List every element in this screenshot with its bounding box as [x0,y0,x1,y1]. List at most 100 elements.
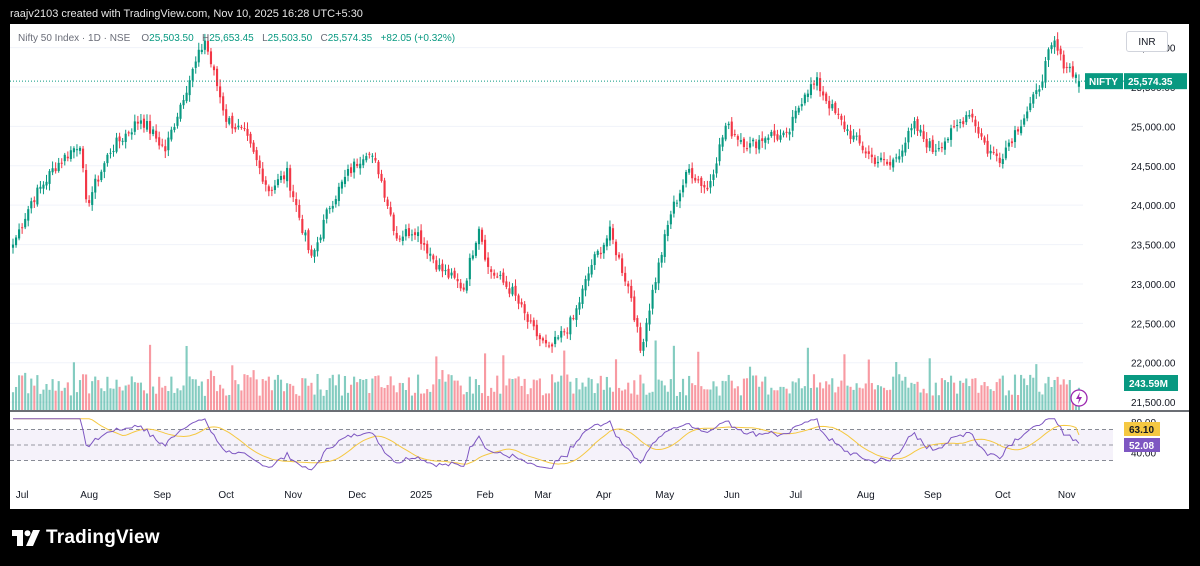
candle[interactable] [72,148,75,153]
candle[interactable] [48,171,51,184]
candle[interactable] [797,107,800,113]
candle[interactable] [502,272,505,283]
candle[interactable] [724,125,727,140]
candle[interactable] [444,270,447,272]
candle[interactable] [873,157,876,164]
candle[interactable] [258,160,261,169]
candle[interactable] [60,162,63,164]
candle[interactable] [480,229,484,242]
candle[interactable] [718,144,721,162]
candle[interactable] [194,61,197,68]
candle[interactable] [712,174,715,180]
candle[interactable] [840,115,843,120]
candle[interactable] [447,268,450,278]
candle[interactable] [1032,94,1035,104]
candle[interactable] [590,264,593,275]
candle[interactable] [992,151,995,153]
candle[interactable] [487,257,490,267]
candle[interactable] [33,200,36,203]
candle[interactable] [310,249,313,256]
candle[interactable] [657,262,660,284]
candle[interactable] [767,137,770,141]
candle[interactable] [547,345,551,347]
candle[interactable] [152,129,155,135]
candle[interactable] [161,144,164,146]
candle[interactable] [889,161,892,166]
candle[interactable] [225,109,228,122]
candle[interactable] [158,137,161,146]
candle[interactable] [535,324,538,337]
candle[interactable] [188,80,191,96]
candle[interactable] [380,173,383,181]
candle[interactable] [895,157,898,159]
candle[interactable] [870,154,873,158]
candle[interactable] [197,49,200,63]
candle[interactable] [362,159,365,166]
candle[interactable] [103,163,106,172]
candle[interactable] [243,128,246,130]
candle[interactable] [206,40,209,52]
candle[interactable] [78,147,82,151]
candle[interactable] [240,126,243,128]
candle[interactable] [544,340,548,344]
candle[interactable] [1004,147,1007,159]
candle[interactable] [931,139,934,153]
candle[interactable] [642,342,645,351]
candle[interactable] [517,295,520,304]
candle[interactable] [636,318,639,327]
candle[interactable] [678,193,682,202]
candle[interactable] [273,185,276,191]
candle[interactable] [621,258,624,273]
candle[interactable] [155,130,158,139]
candle[interactable] [182,100,185,106]
candle[interactable] [773,130,776,136]
candle[interactable] [145,121,149,130]
tradingview-logo[interactable]: TradingView [12,527,160,549]
candle[interactable] [176,116,179,126]
candle[interactable] [892,159,895,168]
candle[interactable] [1065,66,1068,68]
candle[interactable] [968,114,971,117]
candle[interactable] [383,180,386,198]
candle[interactable] [392,214,395,232]
candle[interactable] [493,272,496,276]
candle[interactable] [584,279,587,291]
candle[interactable] [30,201,33,209]
candle[interactable] [54,168,57,172]
candle[interactable] [133,121,136,132]
currency-button[interactable]: INR [1126,31,1168,52]
candle[interactable] [648,310,651,325]
candle[interactable] [593,254,596,266]
candle[interactable] [858,135,861,144]
candle[interactable] [886,161,889,165]
candle[interactable] [11,244,15,248]
candle[interactable] [1047,49,1050,61]
candle[interactable] [514,285,517,296]
candle[interactable] [663,234,666,257]
candle[interactable] [782,132,785,136]
candle[interactable] [700,177,703,187]
candle[interactable] [666,224,669,236]
candle[interactable] [127,132,130,134]
candle[interactable] [270,189,273,191]
candle[interactable] [587,273,590,281]
candle[interactable] [959,121,962,123]
candle[interactable] [922,131,925,139]
candle[interactable] [139,120,142,124]
candle[interactable] [925,138,928,148]
candle[interactable] [456,279,459,282]
candle[interactable] [624,272,627,282]
candle[interactable] [426,243,429,254]
candle[interactable] [328,208,331,210]
candle[interactable] [949,128,953,140]
candle[interactable] [252,142,255,152]
candle[interactable] [675,202,679,204]
candle[interactable] [319,237,322,241]
candle[interactable] [115,137,118,152]
candle[interactable] [471,255,474,259]
candle[interactable] [477,228,481,245]
candle[interactable] [1013,130,1017,143]
candle[interactable] [956,124,959,126]
candle[interactable] [630,285,633,299]
candle[interactable] [846,129,849,132]
